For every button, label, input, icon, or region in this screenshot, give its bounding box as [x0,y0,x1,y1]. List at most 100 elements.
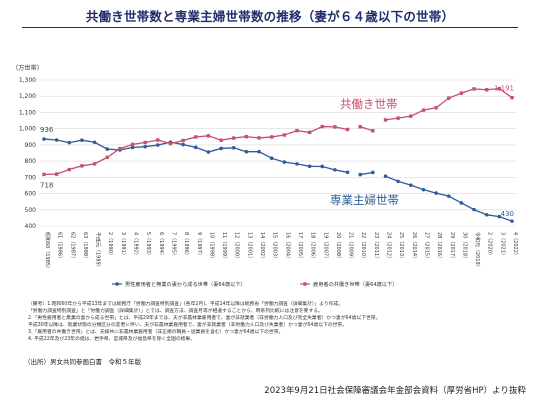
legend-label-housewife: 男性雇用者と無業の妻から成る世帯（妻64歳以下） [125,280,246,288]
data-point [333,125,337,129]
data-point [143,140,147,145]
data-point [244,134,249,139]
y-axis: 400 500 600 700 800 900 1,000 1,100 1,200 1,300 [19,77,36,230]
y-tick-label: 500 [25,207,37,214]
data-point [447,96,451,100]
data-label-last: 1,191 [494,85,514,93]
x-tick-label: 平成元（1989） [95,232,102,270]
x-tick-label: 26（2014） [411,232,417,261]
x-tick-label: 4（2022） [512,232,518,258]
data-point [194,135,198,139]
data-point [484,213,489,217]
x-tick-label: 17（2005） [297,232,303,261]
data-point [130,142,135,147]
x-tick-label: 19（2007） [322,232,328,261]
data-point [320,164,325,169]
note-line-2: 「労働力調査特別調査」と「労働力調査（詳細集計）」とでは、調査方法、調査月等が相… [28,309,323,314]
x-tick-label: 7（1995） [170,232,176,258]
data-point [421,187,426,192]
data-point [459,201,464,205]
data-point [345,170,350,175]
data-point [345,127,350,132]
x-tick-label: 63（1988） [82,232,88,261]
x-axis: 昭和60（1985） 61（1986） 62（1987） 63（1988） 平成元（19… [44,232,518,271]
data-point [358,125,362,129]
data-point [67,140,72,145]
y-tick-label: 1,000 [19,126,36,133]
data-point [105,147,110,151]
data-point [168,141,173,146]
page-title: 共働き世帯数と専業主婦世帯数の推移（妻が６４歳以下の世帯） [85,9,455,24]
series-line [385,175,513,222]
y-tick-label: 900 [25,142,37,149]
data-point [269,156,274,160]
series-line [43,138,348,173]
data-point [396,116,400,120]
legend-label-dual-income: 雇用者の共働き世帯（妻64歳以下） [313,280,397,288]
series-line [360,126,374,132]
x-tick-label: 61（1986） [57,232,63,261]
source-note: （出所）男女共同参画白書 令和５年版 [24,358,141,366]
data-point [371,129,375,133]
note-line-1: （備考）1.昭和60年から平成13年までは総務庁「労働力調査特別調査」(各年2月… [28,302,344,307]
data-point [409,114,413,118]
data-point [459,91,464,95]
x-tick-label: 27（2015） [423,232,429,261]
data-point [320,124,324,129]
series-label-dual-income: 共働き世帯 [340,97,398,111]
y-tick-label: 1,100 [19,109,36,116]
series-layer: 936 430 718 1,191 [40,85,514,223]
x-tick-label: 22（2010） [360,232,366,261]
x-tick-label: 23（2011） [373,232,379,261]
data-point [92,162,97,166]
x-tick-label: 4（1992） [133,232,139,258]
x-tick-label: 24（2012） [386,232,392,261]
x-tick-label: 昭和60（1985） [44,232,51,271]
y-axis-unit-label: （万世帯） [12,64,43,72]
data-point [358,172,363,177]
data-point [80,164,84,168]
y-tick-label: 800 [25,158,37,165]
data-point [232,136,236,140]
title-underline [22,27,518,28]
y-tick-label: 400 [25,223,37,230]
data-point [257,149,261,154]
data-point [421,108,426,112]
legend: 男性雇用者と無業の妻から成る世帯（妻64歳以下） 雇用者の共働き世帯（妻64歳以… [112,280,397,288]
data-point [42,137,46,141]
x-tick-label: 30（2018） [461,232,467,261]
data-point [333,168,337,172]
y-tick-label: 600 [25,191,37,198]
data-point [269,135,274,139]
data-point [54,138,59,142]
data-point [181,142,185,147]
data-point [307,164,312,169]
data-point [130,145,135,150]
data-label-first: 718 [40,181,53,189]
x-tick-label: 9（1997） [196,232,202,258]
gridlines [40,79,516,227]
data-point [105,155,109,160]
data-point [383,174,388,178]
legend-marker-housewife [115,282,119,286]
data-point [307,130,312,135]
data-point [497,214,502,219]
x-tick-label: 11（1999） [221,232,227,261]
data-point [434,106,438,110]
data-point [497,86,502,91]
footer-citation: 2023年9月21日社会保障審議会年金部会資料（厚労省HP）より抜粋 [264,386,526,396]
data-point [485,88,489,92]
y-tick-label: 1,300 [19,77,36,84]
x-tick-label: 8（1996） [183,232,189,258]
x-tick-label: 21（2009） [348,232,354,261]
x-tick-label: 18（2006） [310,232,316,261]
x-tick-label: 2（2020） [487,232,493,258]
data-point [67,167,71,172]
x-tick-label: 6（1994） [158,232,164,258]
x-tick-label: 14（2002） [259,232,265,261]
data-point [371,170,375,175]
data-point [42,172,46,177]
x-tick-label: 5（1993） [145,232,151,258]
series-line [385,87,513,121]
data-label-last: 430 [501,210,514,218]
